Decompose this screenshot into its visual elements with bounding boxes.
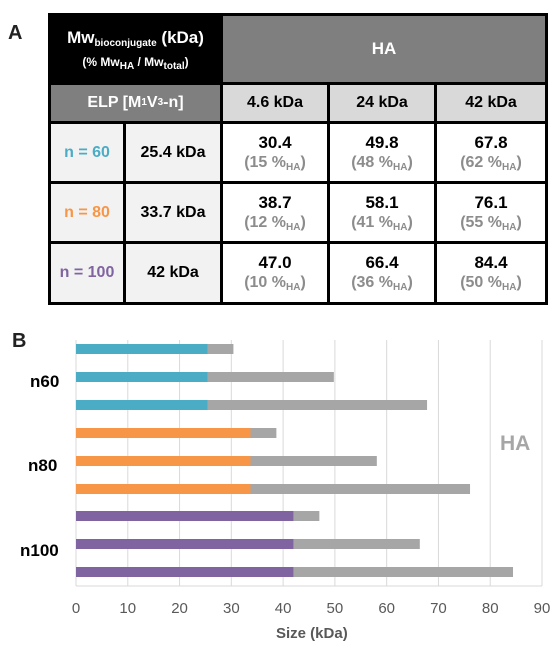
x-tick-label: 30 <box>222 600 240 617</box>
x-tick-label: 10 <box>119 600 137 617</box>
elp-bar-n80 <box>76 456 251 466</box>
bioconjugate-cell: 76.1 (55 %HA) <box>437 184 545 241</box>
panel-b-label: B <box>12 330 27 352</box>
elp-bar-n100 <box>76 539 294 549</box>
ha-header: HA <box>223 16 545 82</box>
elp-bar-n80 <box>76 428 251 438</box>
ha-bar-n60 <box>207 372 334 382</box>
bioconjugate-cell: 58.1 (41 %HA) <box>330 184 434 241</box>
elp-bar-n60 <box>76 344 208 354</box>
ha-bar-n60 <box>207 344 234 354</box>
x-tick-label: 60 <box>378 600 395 617</box>
bioconjugate-cell: 67.8 (62 %HA) <box>437 124 545 181</box>
elp-bar-n100 <box>76 511 294 521</box>
x-tick-label: 40 <box>274 600 292 617</box>
ha-column-header: 4.6 kDa <box>223 85 327 121</box>
bioconjugate-cell: 30.4 (15 %HA) <box>223 124 327 181</box>
table-title: Mwbioconjugate (kDa) <box>67 28 204 49</box>
bioconjugate-cell: 66.4 (36 %HA) <box>330 244 434 302</box>
group-label-n100: n100 <box>20 541 59 560</box>
x-axis-label: Size (kDa) <box>276 625 348 642</box>
ha-bar-n100 <box>293 511 320 521</box>
elp-bar-n60 <box>76 400 208 410</box>
group-label-n60: n60 <box>30 372 60 391</box>
x-tick-label: 80 <box>481 600 499 617</box>
x-tick-label: 70 <box>430 600 447 617</box>
bioconjugate-cell: 47.0 (10 %HA) <box>223 244 327 302</box>
bioconjugate-cell: 38.7 (12 %HA) <box>223 184 327 241</box>
elp-header: ELP [M 1 V 3 -n] <box>51 85 220 121</box>
ha-bar-n100 <box>293 567 514 577</box>
bioconjugate-cell: 84.4 (50 %HA) <box>437 244 545 302</box>
group-label-n80: n80 <box>28 456 58 475</box>
ha-column-header: 24 kDa <box>330 85 434 121</box>
elp-mw: 25.4 kDa <box>126 124 220 181</box>
row-label: n = 60 <box>51 124 123 181</box>
ha-bar-n100 <box>293 539 420 549</box>
elp-mw: 42 kDa <box>126 244 220 302</box>
row-label: n = 100 <box>51 244 123 302</box>
x-tick-label: 20 <box>171 600 188 617</box>
ha-bar-n80 <box>250 484 471 494</box>
ha-bar-n80 <box>250 456 377 466</box>
chart-plot-area <box>75 340 543 587</box>
elp-bar-n80 <box>76 484 251 494</box>
panel-a-label: A <box>8 22 23 44</box>
bioconjugate-table: Mwbioconjugate (kDa) (% MwHA / Mwtotal) … <box>48 13 548 305</box>
elp-bar-n100 <box>76 567 294 577</box>
table-subtitle: (% MwHA / Mwtotal) <box>82 55 189 72</box>
ha-series-label: HA <box>500 432 531 455</box>
ha-bar-n60 <box>207 400 428 410</box>
x-tick-label: 0 <box>71 600 81 617</box>
table-title-cell: Mwbioconjugate (kDa) (% MwHA / Mwtotal) <box>51 16 220 82</box>
bioconjugate-cell: 49.8 (48 %HA) <box>330 124 434 181</box>
elp-mw: 33.7 kDa <box>126 184 220 241</box>
ha-bar-n80 <box>250 428 277 438</box>
size-bar-chart: n60 n80 n100 HA 0 10 20 30 40 50 60 70 80 90 Size… <box>0 330 553 648</box>
x-tick-label: 50 <box>326 600 344 617</box>
row-label: n = 80 <box>51 184 123 241</box>
x-tick-label: 90 <box>533 600 551 617</box>
ha-column-header: 42 kDa <box>437 85 545 121</box>
elp-bar-n60 <box>76 372 208 382</box>
